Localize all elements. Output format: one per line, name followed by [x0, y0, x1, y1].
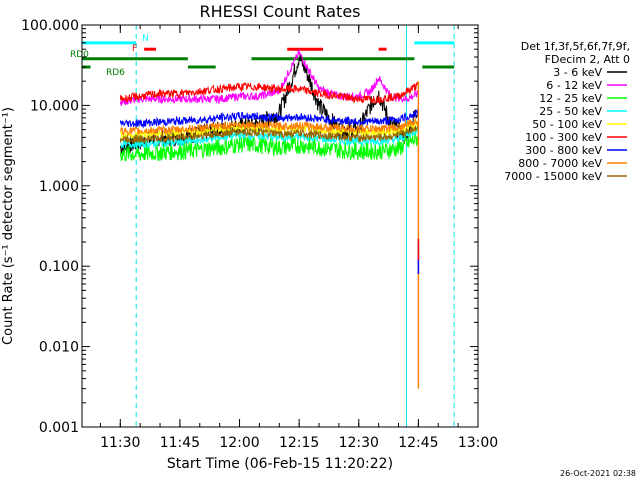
x-tick-label: 12:30 — [339, 435, 379, 451]
legend-header: FDecim 2, Att 0 — [545, 53, 630, 66]
legend-entry-label: 3 - 6 keV — [553, 66, 602, 79]
legend-entry-label: 800 - 7000 keV — [518, 157, 602, 170]
x-tick-label: 11:30 — [100, 435, 140, 451]
x-axis-label: Start Time (06-Feb-15 11:20:22) — [167, 456, 393, 472]
legend-entry-label: 6 - 12 keV — [546, 79, 602, 92]
series-lines — [119, 49, 420, 389]
x-tick-label: 12:15 — [279, 435, 319, 451]
flag-bars: RD0 RD6 NF — [70, 34, 455, 78]
flag-label-rd0: RD0 — [70, 50, 89, 60]
flag-label-n: N — [142, 34, 149, 44]
legend-entry-label: 300 - 800 keV — [525, 144, 602, 157]
y-tick-label: 1.000 — [39, 179, 79, 195]
x-tick-label: 12:45 — [398, 435, 438, 451]
y-tick-label: 10.000 — [30, 98, 79, 114]
x-tick-label: 11:45 — [160, 435, 200, 451]
legend-entry-label: 12 - 25 keV — [539, 92, 602, 105]
legend-entry-label: 50 - 100 keV — [532, 118, 602, 131]
legend-header: Det 1f,3f,5f,6f,7f,9f, — [521, 40, 630, 53]
series-line — [119, 123, 419, 145]
series-line — [119, 131, 419, 163]
series-line — [119, 117, 419, 137]
chart-title: RHESSI Count Rates — [200, 2, 361, 21]
y-tick-label: 100.000 — [21, 18, 79, 34]
legend-entry-label: 7000 - 15000 keV — [504, 170, 602, 183]
flag-label-rd6: RD6 — [106, 68, 125, 78]
series-line — [119, 109, 419, 129]
timestamp: 26-Oct-2021 02:38 — [560, 469, 636, 478]
x-tick-label: 13:00 — [458, 435, 498, 451]
legend: Det 1f,3f,5f,6f,7f,9f,FDecim 2, Att 03 -… — [504, 40, 630, 183]
y-tick-label: 0.001 — [39, 420, 79, 436]
legend-entry-label: 100 - 300 keV — [525, 131, 602, 144]
x-tick-label: 12:00 — [219, 435, 259, 451]
series-line — [119, 49, 419, 107]
y-tick-label: 0.010 — [39, 340, 79, 356]
series-line — [119, 81, 419, 105]
axes: 0.001 0.010 0.100 1.000 10.000 100.000 11:30 11… — [21, 18, 498, 451]
flag-label-f: F — [132, 44, 137, 54]
y-axis-label: Count Rate (s⁻¹ detector segment⁻¹) — [1, 107, 16, 345]
plot-frame — [81, 24, 479, 428]
y-tick-label: 0.100 — [39, 259, 79, 275]
legend-entry-label: 25 - 50 keV — [539, 105, 602, 118]
